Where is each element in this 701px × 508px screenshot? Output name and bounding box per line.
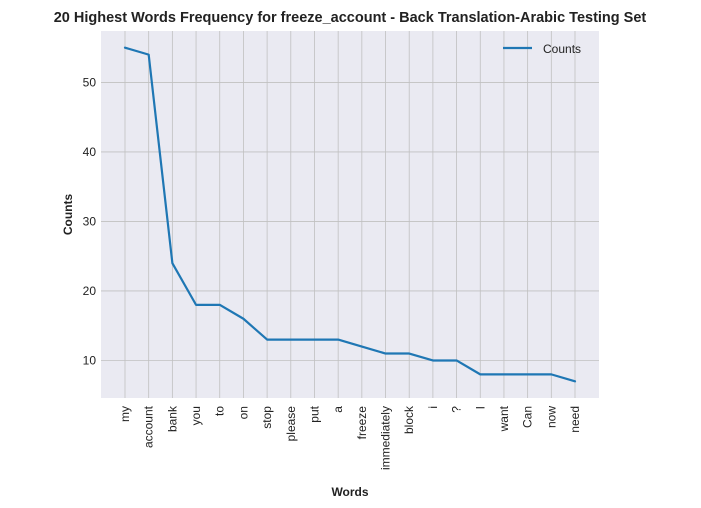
x-tick-label: freeze — [355, 406, 369, 440]
x-tick-label: now — [544, 406, 558, 428]
x-tick-label: Can — [521, 406, 535, 428]
x-tick-label: you — [189, 406, 203, 425]
x-tick-label: bank — [165, 405, 179, 432]
y-tick-label: 50 — [83, 75, 97, 89]
x-axis-label: Words — [331, 485, 368, 499]
x-tick-label: a — [331, 406, 345, 413]
x-tick-label: please — [284, 406, 298, 442]
x-tick-label: I — [473, 406, 487, 409]
y-tick-label: 30 — [83, 214, 97, 228]
series-line-counts — [123, 46, 577, 383]
legend-label-counts: Counts — [543, 42, 581, 56]
x-tick-label: to — [213, 406, 227, 416]
x-axis-ticks: my account bank you to on stop please put a freeze… — [118, 405, 582, 470]
chart-title: 20 Highest Words Frequency for freeze_ac… — [54, 10, 647, 26]
legend: Counts — [503, 42, 581, 56]
x-tick-label: account — [142, 405, 156, 448]
y-axis-label: Counts — [61, 194, 75, 236]
x-tick-label: on — [236, 406, 250, 419]
x-tick-label: ? — [450, 406, 464, 413]
x-tick-label: immediately — [379, 406, 393, 470]
plot-area — [101, 31, 599, 398]
x-tick-label: want — [497, 405, 511, 432]
x-tick-label: my — [118, 406, 132, 422]
x-tick-label: block — [402, 405, 416, 434]
x-tick-label: put — [307, 405, 321, 422]
y-axis-ticks: 10 20 30 40 50 — [83, 75, 97, 367]
y-tick-label: 10 — [83, 353, 97, 367]
y-tick-label: 20 — [83, 284, 97, 298]
grid-lines — [101, 31, 599, 398]
x-tick-label: i — [426, 406, 440, 409]
x-tick-label: need — [568, 406, 582, 433]
y-tick-label: 40 — [83, 145, 97, 159]
x-tick-label: stop — [260, 406, 274, 429]
series-group — [123, 46, 577, 383]
